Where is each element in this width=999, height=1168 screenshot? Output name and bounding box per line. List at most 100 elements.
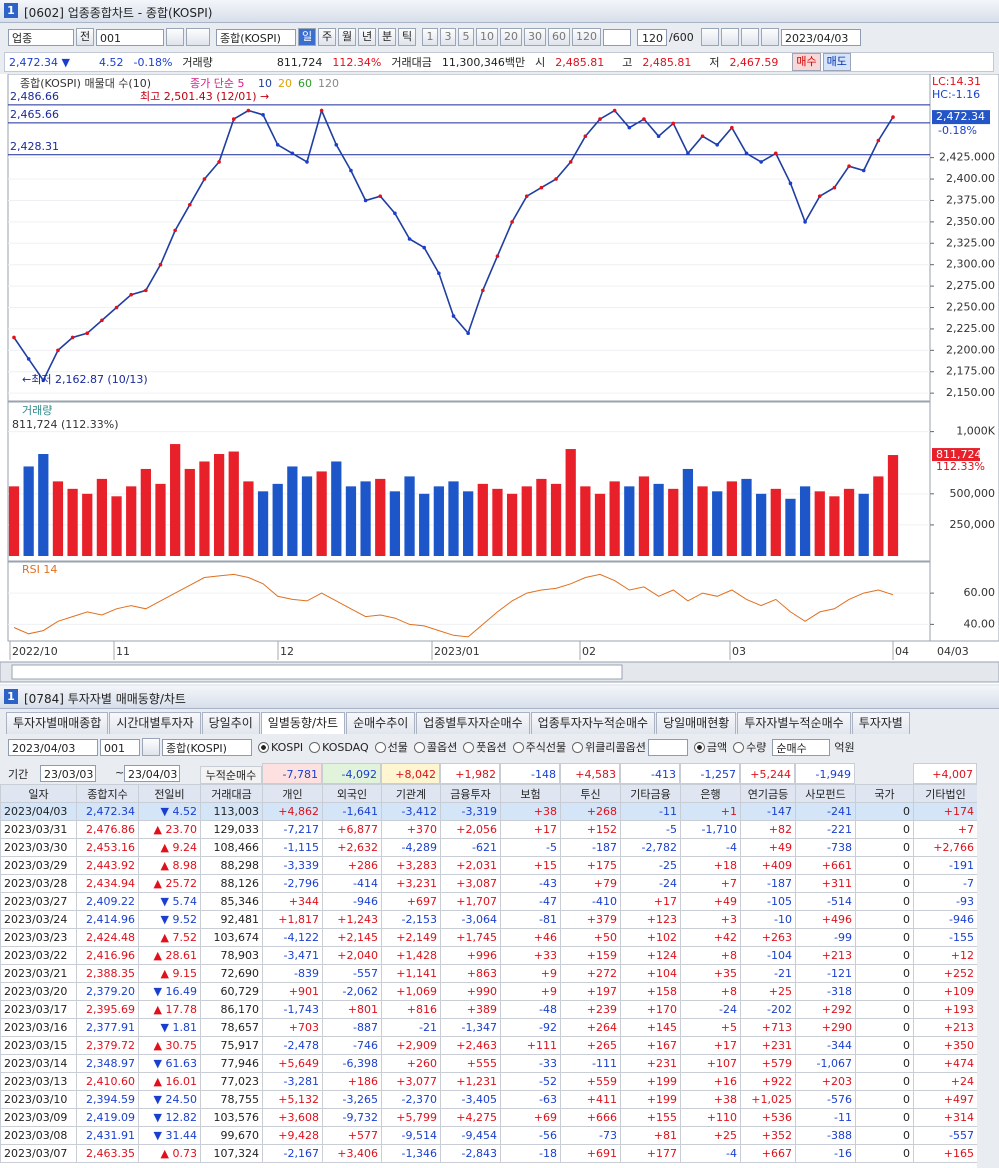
interval-button[interactable]: 5 (458, 28, 474, 46)
radio-option[interactable]: 수량 (733, 739, 766, 755)
buy-button[interactable]: 매수 (792, 53, 821, 71)
data-row[interactable]: 2023/03/30 2,453.16 ▲ 9.24 108,466 -1,115 +2,… (0, 838, 977, 857)
date-input[interactable]: 2023/04/03 (781, 28, 861, 46)
data-row[interactable]: 2023/03/28 2,434.94 ▲ 25.72 88,126 -2,796 -41… (0, 874, 977, 893)
tab[interactable]: 당일매매현황 (656, 712, 737, 734)
data-row[interactable]: 2023/03/29 2,443.92 ▲ 8.98 88,298 -3,339 +286… (0, 856, 977, 875)
sector-select[interactable]: 업종 (8, 28, 74, 46)
radio-option[interactable]: 풋옵션 (463, 739, 507, 755)
from-date[interactable]: 23/03/03 (40, 765, 96, 782)
data-row[interactable]: 2023/03/16 2,377.91 ▼ 1.81 78,657 +703 -887 -2… (0, 1018, 977, 1037)
to-date[interactable]: 23/04/03 (124, 765, 180, 782)
data-row[interactable]: 2023/03/14 2,348.97 ▼ 61.63 77,946 +5,649 -6,… (0, 1054, 977, 1073)
tab[interactable]: 투자자별매매종합 (6, 712, 109, 734)
interval-button[interactable]: 60 (548, 28, 570, 46)
scroll-thumb[interactable] (11, 664, 623, 680)
interval-button[interactable]: 20 (500, 28, 522, 46)
search-button[interactable] (166, 28, 184, 46)
cell: ▲ 25.72 (138, 874, 201, 893)
cell: +109 (913, 982, 977, 1001)
data-row[interactable]: 2023/03/09 2,419.09 ▼ 12.82 103,576 +3,608 -9… (0, 1108, 977, 1127)
tool-button[interactable] (761, 28, 779, 46)
cell: +264 (560, 1018, 621, 1037)
data-row[interactable]: 2023/03/22 2,416.96 ▲ 28.61 78,903 -3,471 +2,… (0, 946, 977, 965)
data-row[interactable]: 2023/03/20 2,379.20 ▼ 16.49 60,729 +901 -2,06… (0, 982, 977, 1001)
data-row[interactable]: 2023/03/13 2,410.60 ▲ 16.01 77,023 -3,281 +18… (0, 1072, 977, 1091)
period-button[interactable]: 분 (378, 28, 396, 46)
header-cell: 개인 (262, 784, 323, 803)
cell: 86,170 (200, 1000, 263, 1019)
tab[interactable]: 투자자별누적순매수 (737, 712, 851, 734)
data-row[interactable]: 2023/03/31 2,476.86 ▲ 23.70 129,033 -7,217 +6… (0, 820, 977, 839)
period-button[interactable]: 틱 (398, 28, 416, 46)
radio-option[interactable]: 선물 (374, 739, 408, 755)
tool-button[interactable] (741, 28, 759, 46)
interval-select[interactable] (603, 28, 631, 46)
interval-button[interactable]: 30 (524, 28, 546, 46)
data-row[interactable]: 2023/03/15 2,379.72 ▲ 30.75 75,917 -2,478 -74… (0, 1036, 977, 1055)
tool-button[interactable] (701, 28, 719, 46)
tab[interactable]: 순매수추이 (346, 712, 416, 734)
radio-option[interactable]: 위클리콜옵션 (572, 739, 646, 755)
period-button[interactable]: 주 (318, 28, 336, 46)
tab[interactable]: 업종투자자누적순매수 (530, 712, 656, 734)
tab[interactable]: 일별동향/차트 (260, 712, 346, 734)
cell: -946 (322, 892, 382, 911)
radio-option[interactable]: KOSPI (258, 741, 303, 754)
radio-option[interactable]: 금액 (693, 739, 727, 755)
period-button[interactable]: 년 (358, 28, 376, 46)
mode-select[interactable]: 순매수 (772, 738, 831, 756)
cell: +12 (913, 946, 977, 965)
data-row[interactable]: 2023/04/03 2,472.34 ▼ 4.52 113,003 +4,862 -1,… (0, 802, 977, 821)
data-row[interactable]: 2023/03/24 2,414.96 ▼ 9.52 92,481 +1,817 +1,2… (0, 910, 977, 929)
data-row[interactable]: 2023/03/10 2,394.59 ▼ 24.50 78,755 +5,132 -3,… (0, 1090, 977, 1109)
data-row[interactable]: 2023/03/27 2,409.22 ▼ 5.74 85,346 +344 -946 +6… (0, 892, 977, 911)
market-button[interactable]: 전 (76, 28, 94, 46)
interval-button[interactable]: 10 (476, 28, 498, 46)
cell: +2,463 (440, 1036, 501, 1055)
dropdown[interactable] (647, 738, 688, 756)
code-input[interactable]: 001 (100, 738, 140, 756)
cell: 2023/03/28 (0, 874, 77, 893)
interval-button[interactable]: 3 (440, 28, 456, 46)
cell: 2023/03/08 (0, 1126, 77, 1145)
header-cell: 투신 (560, 784, 621, 803)
radio-option[interactable]: 주식선물 (512, 739, 566, 755)
cell: -111 (560, 1054, 621, 1073)
close-point (114, 305, 119, 310)
y-tick-label: 2,250.00 (946, 301, 995, 314)
count-input[interactable]: 120 (637, 28, 667, 46)
tool-button[interactable] (721, 28, 739, 46)
date-input[interactable]: 2023/04/03 (8, 738, 98, 756)
search-button[interactable] (142, 738, 160, 756)
tab[interactable]: 시간대별투자자 (109, 712, 201, 734)
tab[interactable]: 업종별투자자순매수 (416, 712, 530, 734)
period-button[interactable]: 일 (298, 28, 316, 46)
sound-button[interactable] (186, 28, 210, 46)
radio-option[interactable]: KOSDAQ (309, 741, 369, 754)
radio-option[interactable]: 콜옵션 (413, 739, 457, 755)
interval-button[interactable]: 120 (572, 28, 601, 46)
y-tick-label: 2,400.00 (946, 172, 995, 185)
data-row[interactable]: 2023/03/08 2,431.91 ▼ 31.44 99,670 +9,428 +57… (0, 1126, 977, 1145)
cell: 0 (855, 802, 914, 821)
data-row[interactable]: 2023/03/07 2,463.35 ▲ 0.73 107,324 -2,167 +3,… (0, 1144, 977, 1163)
cell: +555 (440, 1054, 501, 1073)
data-row[interactable]: 2023/03/23 2,424.48 ▲ 7.52 103,674 -4,122 +2,… (0, 928, 977, 947)
cum-value: -4,092 (322, 763, 381, 784)
code-input[interactable]: 001 (96, 28, 164, 46)
cell: -4 (680, 838, 741, 857)
tab[interactable]: 당일추이 (201, 712, 260, 734)
tab[interactable]: 투자자별 (851, 712, 910, 734)
cell: +6,877 (322, 820, 382, 839)
radio-dot (693, 741, 705, 753)
period-button[interactable]: 월 (338, 28, 356, 46)
interval-button[interactable]: 1 (422, 28, 438, 46)
cell: +177 (620, 1144, 681, 1163)
cell: +389 (440, 1000, 501, 1019)
data-row[interactable]: 2023/03/17 2,395.69 ▲ 17.78 86,170 -1,743 +80… (0, 1000, 977, 1019)
sell-button[interactable]: 매도 (822, 53, 851, 71)
data-row[interactable]: 2023/03/21 2,388.35 ▲ 9.15 72,690 -839 -557 +1… (0, 964, 977, 983)
volume-bar (419, 493, 430, 556)
